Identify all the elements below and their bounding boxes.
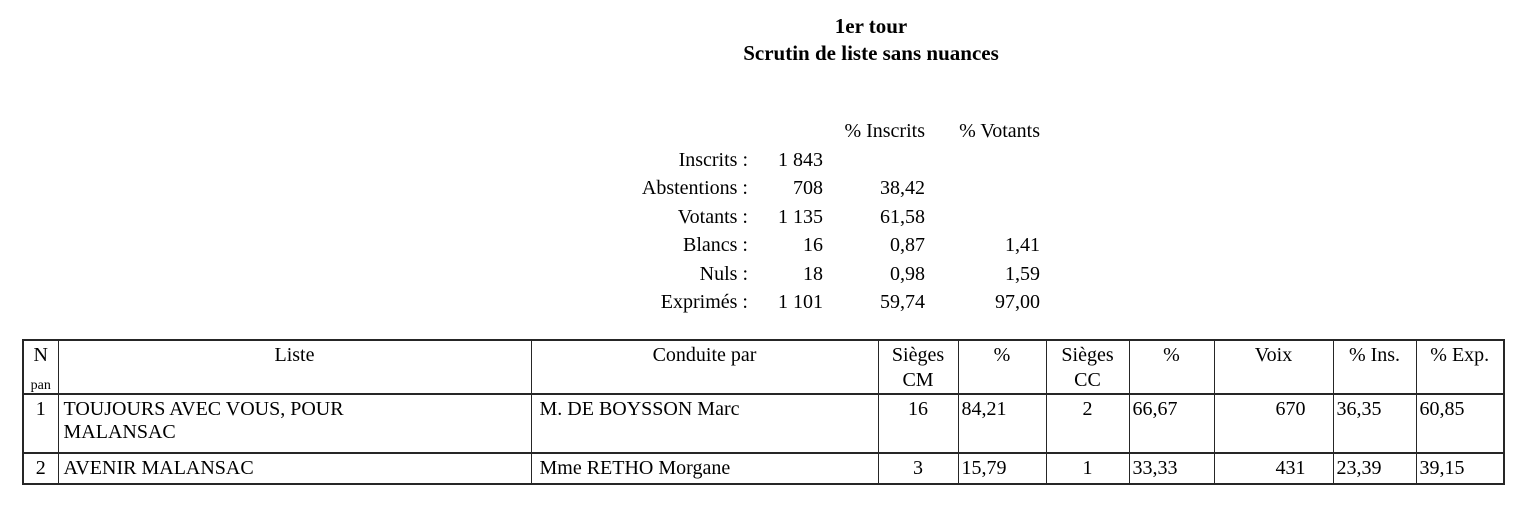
title-ballot-type: Scrutin de liste sans nuances [743, 41, 999, 65]
stats-pct-inscrits: 0,98 [890, 262, 925, 285]
header-cell-sieges-cc: Sièges CC [1045, 339, 1130, 395]
stats-row-blancs: Blancs : 16 0,87 1,41 [556, 231, 1040, 260]
stats-label: Nuls : [699, 262, 748, 285]
cell-pct-cc: 66,67 [1128, 393, 1215, 454]
stats-header-pct-votants: % Votants [959, 120, 1040, 142]
header-sieges-cc-line1: Sièges [1061, 344, 1114, 366]
document-title: 1er tour Scrutin de liste sans nuances [743, 13, 999, 67]
stats-pct-inscrits: 59,74 [880, 291, 925, 313]
stats-pct-votants: 97,00 [995, 291, 1040, 313]
stats-pct-votants [925, 146, 1040, 175]
cell-sieges-cm: 16 [877, 393, 959, 454]
header-cell-pct-cm: % [957, 339, 1047, 395]
stats-pct-inscrits: 38,42 [880, 177, 925, 199]
stats-row-nuls: Nuls : 18 0,98 1,59 [556, 260, 1040, 289]
cell-voix: 670 [1213, 393, 1334, 454]
stats-pct-votants: 1,41 [1005, 234, 1040, 256]
cell-conduite-par: M. DE BOYSSON Marc [530, 393, 879, 454]
stats-row-inscrits: Inscrits : 1 843 [556, 146, 1040, 175]
header-pan-line2: pan [30, 378, 51, 393]
stats-header-empty-1 [556, 117, 748, 146]
header-sieges-cm-line2: CM [902, 369, 934, 391]
stats-value: 1 843 [778, 148, 823, 171]
header-cell-pct-cc: % [1128, 339, 1215, 395]
header-cell-pan: N pan [22, 339, 59, 395]
cell-pct-ins: 23,39 [1332, 452, 1417, 485]
stats-header-pct-inscrits: % Inscrits [844, 120, 925, 142]
cell-pan: 1 [22, 393, 59, 454]
stats-pct-inscrits: 61,58 [880, 205, 925, 228]
cell-liste: TOUJOURS AVEC VOUS, POUR MALANSAC [57, 393, 532, 454]
stats-value: 16 [803, 234, 823, 256]
stats-label: Blancs : [683, 234, 748, 256]
cell-pct-ins: 36,35 [1332, 393, 1417, 454]
cell-sieges-cc: 2 [1045, 393, 1130, 454]
stats-row-votants: Votants : 1 135 61,58 [556, 203, 1040, 232]
cell-pan: 2 [22, 452, 59, 485]
header-pan-line1: N [33, 344, 48, 366]
results-header-row: N pan Liste Conduite par Sièges CM % Siè… [22, 339, 1505, 395]
header-cell-pct-ins: % Ins. [1332, 339, 1417, 395]
stats-pct-inscrits [823, 146, 925, 175]
title-round: 1er tour [834, 14, 908, 38]
header-cell-liste: Liste [57, 339, 532, 395]
cell-conduite-par: Mme RETHO Morgane [530, 452, 879, 485]
cell-pct-exp: 60,85 [1415, 393, 1505, 454]
stats-pct-votants [925, 174, 1040, 203]
cell-pct-cm: 15,79 [957, 452, 1047, 485]
stats-value: 708 [793, 177, 823, 199]
header-cell-voix: Voix [1213, 339, 1334, 395]
stats-label: Votants : [677, 205, 748, 228]
stats-value: 1 101 [778, 291, 823, 313]
result-row: 1 TOUJOURS AVEC VOUS, POUR MALANSAC M. D… [22, 393, 1505, 454]
cell-pct-cc: 33,33 [1128, 452, 1215, 485]
stats-label: Exprimés : [660, 291, 748, 313]
cell-pct-cm: 84,21 [957, 393, 1047, 454]
cell-sieges-cm: 3 [877, 452, 959, 485]
header-cell-sieges-cm: Sièges CM [877, 339, 959, 395]
stats-row-exprimes: Exprimés : 1 101 59,74 97,00 [556, 288, 1040, 317]
header-cell-conduite-par: Conduite par [530, 339, 879, 395]
stats-label: Inscrits : [678, 148, 748, 171]
participation-summary: % Inscrits % Votants Inscrits : 1 843 Ab… [556, 117, 1040, 317]
stats-header-row: % Inscrits % Votants [556, 117, 1040, 146]
cell-liste: AVENIR MALANSAC [57, 452, 532, 485]
stats-header-empty-2 [748, 117, 823, 146]
result-row: 2 AVENIR MALANSAC Mme RETHO Morgane 3 15… [22, 452, 1505, 485]
stats-pct-votants: 1,59 [1005, 262, 1040, 285]
stats-pct-votants [925, 203, 1040, 232]
results-table: N pan Liste Conduite par Sièges CM % Siè… [22, 339, 1505, 485]
cell-pct-exp: 39,15 [1415, 452, 1505, 485]
header-sieges-cm-line1: Sièges [891, 344, 945, 366]
header-sieges-cc-line2: CC [1074, 369, 1101, 391]
stats-value: 1 135 [778, 205, 823, 228]
stats-value: 18 [803, 262, 823, 285]
stats-row-abstentions: Abstentions : 708 38,42 [556, 174, 1040, 203]
stats-pct-inscrits: 0,87 [890, 234, 925, 256]
cell-sieges-cc: 1 [1045, 452, 1130, 485]
stats-label: Abstentions : [641, 177, 748, 199]
header-cell-pct-exp: % Exp. [1415, 339, 1505, 395]
cell-voix: 431 [1213, 452, 1334, 485]
